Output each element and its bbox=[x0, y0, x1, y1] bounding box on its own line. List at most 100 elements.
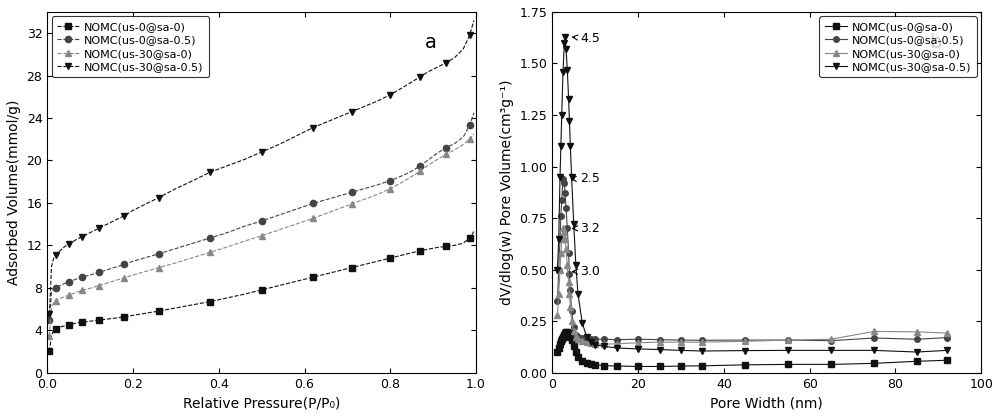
NOMC(us-30@sa-0) bbox=[572, 336, 584, 341]
NOMC(us-0@sa-0) bbox=[739, 362, 751, 367]
NOMC(us-0@sa-0.5) bbox=[320, 197, 332, 202]
NOMC(us-0@sa-0.5) bbox=[63, 279, 75, 284]
NOMC(us-0@sa-0) bbox=[290, 279, 302, 284]
Text: 4.5: 4.5 bbox=[573, 32, 600, 45]
NOMC(us-0@sa-0) bbox=[557, 334, 569, 339]
NOMC(us-30@sa-0.5) bbox=[782, 348, 794, 353]
NOMC(us-30@sa-0) bbox=[696, 339, 708, 344]
Line: NOMC(us-30@sa-0): NOMC(us-30@sa-0) bbox=[46, 131, 477, 339]
NOMC(us-30@sa-0.5) bbox=[43, 312, 55, 317]
NOMC(us-30@sa-0.5) bbox=[238, 157, 250, 162]
NOMC(us-0@sa-0.5) bbox=[576, 336, 588, 341]
NOMC(us-0@sa-0.5) bbox=[563, 251, 575, 256]
NOMC(us-0@sa-0.5) bbox=[307, 201, 319, 206]
NOMC(us-30@sa-0) bbox=[825, 337, 837, 342]
NOMC(us-0@sa-0.5) bbox=[825, 338, 837, 343]
NOMC(us-30@sa-0.5) bbox=[555, 143, 567, 148]
NOMC(us-30@sa-0) bbox=[50, 298, 62, 303]
NOMC(us-30@sa-0) bbox=[556, 236, 568, 241]
NOMC(us-0@sa-0.5) bbox=[140, 255, 152, 260]
NOMC(us-0@sa-0.5) bbox=[457, 135, 469, 140]
NOMC(us-30@sa-0.5) bbox=[384, 92, 396, 97]
NOMC(us-30@sa-0.5) bbox=[561, 67, 573, 72]
NOMC(us-30@sa-0.5) bbox=[127, 208, 139, 213]
Line: NOMC(us-0@sa-0.5): NOMC(us-0@sa-0.5) bbox=[46, 110, 477, 323]
NOMC(us-0@sa-0) bbox=[58, 324, 70, 329]
NOMC(us-0@sa-0.5) bbox=[58, 281, 70, 286]
Line: NOMC(us-0@sa-0): NOMC(us-0@sa-0) bbox=[555, 330, 950, 369]
NOMC(us-30@sa-0) bbox=[589, 342, 601, 347]
NOMC(us-30@sa-0) bbox=[371, 192, 383, 197]
NOMC(us-30@sa-0) bbox=[71, 289, 83, 294]
NOMC(us-0@sa-0.5) bbox=[464, 123, 476, 128]
NOMC(us-0@sa-0.5) bbox=[359, 186, 371, 191]
NOMC(us-30@sa-0.5) bbox=[576, 321, 588, 326]
NOMC(us-0@sa-0.5) bbox=[101, 267, 113, 272]
NOMC(us-0@sa-0.5) bbox=[558, 181, 570, 186]
NOMC(us-0@sa-0.5) bbox=[941, 335, 953, 340]
Text: 3.0: 3.0 bbox=[573, 265, 600, 278]
NOMC(us-30@sa-0.5) bbox=[559, 34, 571, 39]
NOMC(us-0@sa-0) bbox=[414, 248, 426, 253]
NOMC(us-0@sa-0.5) bbox=[118, 262, 130, 267]
NOMC(us-30@sa-0) bbox=[101, 281, 113, 286]
NOMC(us-0@sa-0) bbox=[127, 313, 139, 318]
NOMC(us-0@sa-0) bbox=[457, 241, 469, 246]
NOMC(us-30@sa-0.5) bbox=[563, 119, 575, 124]
NOMC(us-0@sa-0) bbox=[566, 337, 578, 342]
NOMC(us-0@sa-0.5) bbox=[563, 271, 575, 276]
NOMC(us-30@sa-0.5) bbox=[76, 234, 88, 239]
Line: NOMC(us-30@sa-0.5): NOMC(us-30@sa-0.5) bbox=[555, 34, 950, 355]
NOMC(us-0@sa-0) bbox=[406, 250, 418, 255]
NOMC(us-0@sa-0) bbox=[346, 265, 358, 270]
NOMC(us-30@sa-0.5) bbox=[554, 174, 566, 179]
NOMC(us-30@sa-0.5) bbox=[566, 174, 578, 179]
NOMC(us-0@sa-0) bbox=[675, 364, 687, 369]
NOMC(us-0@sa-0) bbox=[371, 259, 383, 264]
NOMC(us-30@sa-0) bbox=[560, 246, 572, 251]
Text: 2.5: 2.5 bbox=[571, 172, 600, 186]
NOMC(us-0@sa-0.5) bbox=[93, 270, 105, 275]
NOMC(us-30@sa-0) bbox=[554, 267, 566, 272]
Y-axis label: dV/dlog(w) Pore Volume(cm³g⁻¹): dV/dlog(w) Pore Volume(cm³g⁻¹) bbox=[500, 80, 514, 305]
NOMC(us-30@sa-0.5) bbox=[93, 226, 105, 231]
NOMC(us-0@sa-0) bbox=[50, 327, 62, 332]
NOMC(us-30@sa-0) bbox=[256, 233, 268, 238]
NOMC(us-0@sa-0.5) bbox=[221, 230, 233, 235]
NOMC(us-0@sa-0.5) bbox=[572, 334, 584, 339]
NOMC(us-0@sa-0) bbox=[54, 324, 66, 329]
NOMC(us-30@sa-0.5) bbox=[570, 263, 582, 268]
NOMC(us-30@sa-0.5) bbox=[632, 347, 644, 352]
Text: a: a bbox=[425, 33, 436, 52]
NOMC(us-30@sa-0.5) bbox=[153, 195, 165, 200]
NOMC(us-0@sa-0) bbox=[782, 362, 794, 367]
NOMC(us-0@sa-0) bbox=[555, 338, 567, 343]
NOMC(us-30@sa-0.5) bbox=[140, 201, 152, 206]
NOMC(us-0@sa-0.5) bbox=[43, 317, 55, 322]
NOMC(us-30@sa-0) bbox=[449, 147, 461, 152]
NOMC(us-0@sa-0) bbox=[84, 319, 96, 324]
NOMC(us-0@sa-0.5) bbox=[566, 308, 578, 313]
NOMC(us-30@sa-0.5) bbox=[371, 98, 383, 103]
NOMC(us-0@sa-0.5) bbox=[559, 191, 571, 196]
NOMC(us-0@sa-0) bbox=[654, 364, 666, 369]
NOMC(us-0@sa-0) bbox=[238, 291, 250, 296]
NOMC(us-30@sa-0.5) bbox=[558, 40, 570, 45]
NOMC(us-0@sa-0) bbox=[320, 271, 332, 276]
NOMC(us-30@sa-0) bbox=[611, 341, 623, 346]
NOMC(us-30@sa-0) bbox=[568, 329, 580, 334]
NOMC(us-30@sa-0.5) bbox=[414, 74, 426, 79]
NOMC(us-0@sa-0.5) bbox=[406, 168, 418, 173]
NOMC(us-0@sa-0) bbox=[449, 243, 461, 248]
NOMC(us-0@sa-0) bbox=[67, 322, 79, 327]
NOMC(us-0@sa-0) bbox=[468, 229, 480, 234]
NOMC(us-0@sa-0) bbox=[868, 361, 880, 366]
NOMC(us-30@sa-0.5) bbox=[333, 115, 345, 120]
NOMC(us-0@sa-0.5) bbox=[570, 332, 582, 337]
NOMC(us-30@sa-0.5) bbox=[675, 348, 687, 353]
NOMC(us-30@sa-0.5) bbox=[739, 348, 751, 353]
NOMC(us-30@sa-0) bbox=[204, 250, 216, 255]
NOMC(us-30@sa-0.5) bbox=[84, 230, 96, 235]
NOMC(us-0@sa-0) bbox=[572, 355, 584, 360]
NOMC(us-30@sa-0) bbox=[598, 342, 610, 347]
